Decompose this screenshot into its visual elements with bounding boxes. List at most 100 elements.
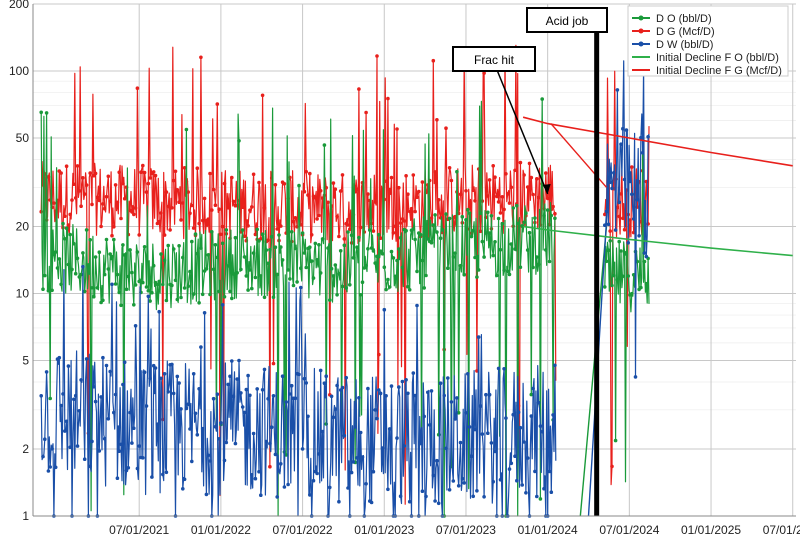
series-point [502, 268, 506, 273]
legend-swatch-marker [638, 28, 644, 34]
series-point [280, 258, 285, 262]
series-point [68, 232, 72, 237]
series-point [420, 180, 425, 184]
series-point [429, 389, 434, 393]
series-point [315, 258, 319, 262]
series-point [273, 183, 278, 187]
series-point [366, 192, 370, 196]
series-point [191, 372, 196, 376]
series-point [43, 273, 47, 278]
series-point [513, 247, 517, 251]
series-point [340, 385, 345, 390]
series-point [132, 426, 136, 431]
series-point [161, 282, 165, 287]
series-point [273, 452, 278, 457]
series-point [639, 285, 643, 290]
series-point [415, 195, 419, 199]
series-point [642, 259, 647, 264]
series-point [612, 273, 616, 278]
series-point [371, 249, 376, 253]
series-point [302, 376, 307, 381]
series-point [635, 197, 640, 202]
series-point [331, 415, 336, 420]
series-point [622, 227, 627, 232]
series-point [104, 363, 109, 368]
series-point [271, 361, 276, 366]
series-point [262, 367, 267, 372]
series-point [429, 216, 434, 220]
series-point [177, 381, 181, 385]
series-point [313, 241, 318, 246]
series-point [244, 387, 249, 392]
series-point [68, 212, 72, 217]
series-point [404, 228, 408, 233]
series-point [206, 217, 210, 221]
series-point [79, 378, 83, 382]
series-point [507, 272, 512, 277]
series-point [478, 229, 483, 234]
series-point [112, 225, 116, 229]
series-point [382, 265, 387, 270]
series-point [466, 207, 470, 212]
series-point [348, 227, 352, 231]
series-point [306, 414, 310, 419]
series-point [504, 172, 508, 176]
series-point [375, 254, 379, 259]
series-point [626, 241, 630, 245]
series-point [250, 473, 254, 477]
series-point [369, 246, 374, 250]
series-point [188, 427, 192, 431]
series-point [387, 427, 392, 431]
series-point [413, 237, 417, 242]
series-point [93, 255, 98, 259]
series-point [473, 199, 477, 203]
series-point [633, 375, 638, 379]
series-point [348, 283, 352, 287]
series-point [509, 242, 514, 246]
series-point [613, 438, 618, 443]
series-point [141, 163, 145, 168]
series-point [115, 476, 120, 481]
series-point [159, 252, 163, 256]
series-point [240, 205, 245, 209]
series-point [422, 414, 427, 419]
series-point [536, 400, 541, 405]
series-point [284, 400, 289, 404]
series-point [195, 433, 200, 437]
series-point [277, 469, 281, 473]
series-point [106, 417, 111, 421]
series-point [418, 441, 423, 446]
series-point [460, 214, 465, 219]
series-point [119, 216, 123, 221]
series-point [540, 97, 544, 101]
series-point [302, 189, 307, 194]
series-point [63, 237, 67, 241]
series-point [311, 478, 316, 483]
series-point [64, 226, 69, 230]
series-point [133, 283, 138, 287]
series-point [389, 384, 394, 388]
series-point [366, 247, 370, 251]
series-point [318, 368, 323, 373]
series-point [121, 382, 125, 387]
series-point [106, 174, 111, 179]
series-point [498, 478, 503, 482]
series-point [529, 175, 534, 180]
series-point [122, 196, 127, 201]
series-point [455, 396, 459, 400]
series-point [378, 236, 383, 240]
series-point [102, 272, 107, 277]
series-point [128, 410, 132, 415]
series-point [264, 248, 269, 252]
series-point [108, 369, 112, 374]
series-point [311, 276, 316, 280]
series-point [619, 142, 623, 146]
series-point [377, 388, 381, 392]
series-point [608, 239, 612, 243]
series-point [533, 469, 537, 474]
series-point [464, 189, 468, 193]
series-point [211, 187, 216, 192]
series-point [139, 170, 143, 174]
series-point [451, 479, 456, 483]
